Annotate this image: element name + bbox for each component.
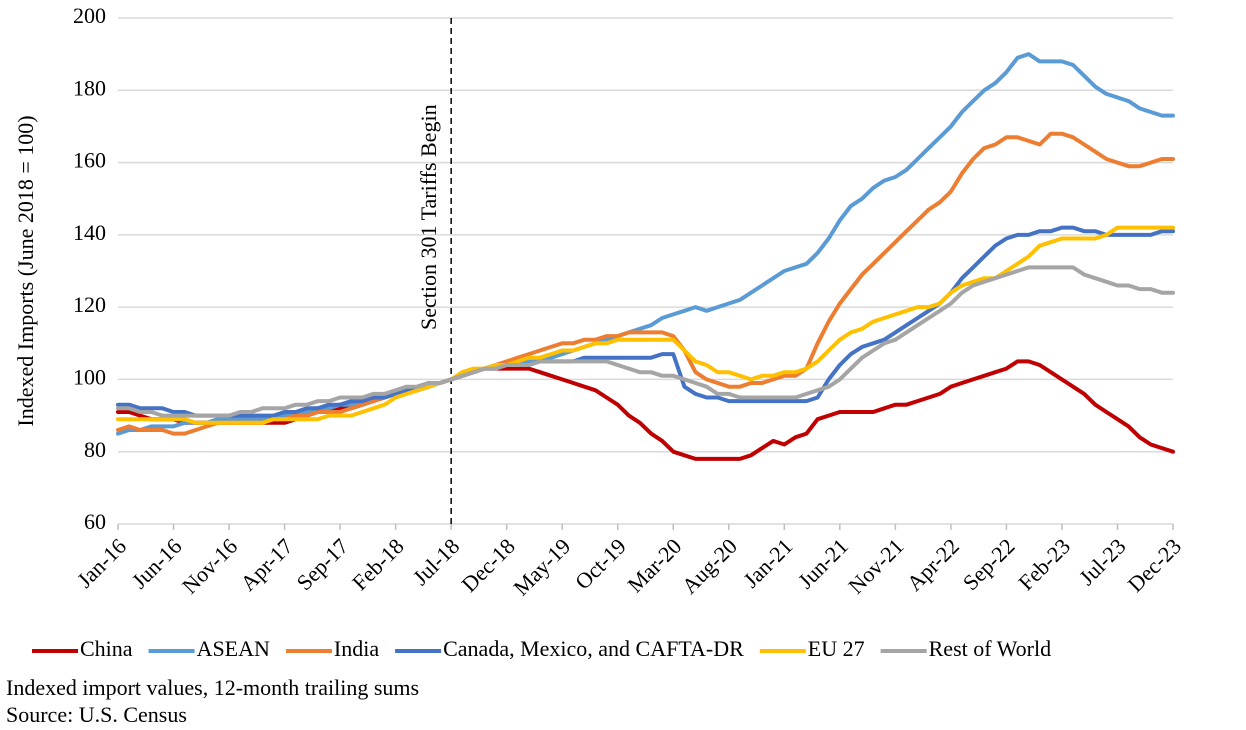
y-tick-label: 160 xyxy=(73,148,106,173)
x-tick-label: Sep-17 xyxy=(291,533,353,595)
annotation-text: Section 301 Tariffs Begin xyxy=(416,104,441,330)
x-tick-label: Nov-16 xyxy=(177,533,242,598)
y-tick-label: 140 xyxy=(73,220,106,245)
y-tick-label: 80 xyxy=(84,437,106,462)
series-line xyxy=(116,225,1175,418)
legend-label: ASEAN xyxy=(197,636,270,661)
series-line xyxy=(116,52,1175,436)
series-line xyxy=(116,265,1175,418)
y-tick-label: 120 xyxy=(73,292,106,317)
y-tick-label: 200 xyxy=(73,3,106,28)
x-tick-label: Apr-22 xyxy=(902,533,964,595)
note: Indexed import values, 12-month trailing… xyxy=(6,675,419,700)
x-tick-label: Dec-23 xyxy=(1123,533,1186,596)
x-tick-label: Jan-16 xyxy=(72,533,131,592)
series-line xyxy=(116,131,1175,436)
x-tick-label: Oct-19 xyxy=(570,533,631,594)
x-tick-label: Jan-21 xyxy=(738,533,797,592)
x-tick-label: May-19 xyxy=(508,533,575,600)
note: Source: U.S. Census xyxy=(6,702,187,727)
y-axis-label: Indexed Imports (June 2018 = 100) xyxy=(13,115,38,426)
x-tick-label: Mar-20 xyxy=(622,533,686,597)
y-tick-label: 60 xyxy=(84,509,106,534)
x-tick-label: Jul-18 xyxy=(408,533,465,590)
y-tick-label: 180 xyxy=(73,75,106,100)
x-tick-label: Jun-21 xyxy=(793,533,853,593)
x-tick-label: Sep-22 xyxy=(958,533,1020,595)
y-tick-label: 100 xyxy=(73,364,106,389)
x-tick-label: Nov-21 xyxy=(843,533,908,598)
x-tick-label: Aug-20 xyxy=(677,533,742,598)
x-tick-label: Jul-23 xyxy=(1074,533,1131,590)
legend-label: EU 27 xyxy=(808,636,865,661)
legend-label: India xyxy=(334,636,379,661)
x-tick-label: Feb-23 xyxy=(1013,533,1075,595)
x-tick-label: Feb-18 xyxy=(347,533,409,595)
legend-label: China xyxy=(80,636,133,661)
x-tick-label: Jun-16 xyxy=(127,533,187,593)
x-tick-label: Apr-17 xyxy=(235,533,297,595)
legend-label: Canada, Mexico, and CAFTA-DR xyxy=(443,636,744,661)
legend-label: Rest of World xyxy=(929,636,1051,661)
x-tick-label: Dec-18 xyxy=(456,533,519,596)
